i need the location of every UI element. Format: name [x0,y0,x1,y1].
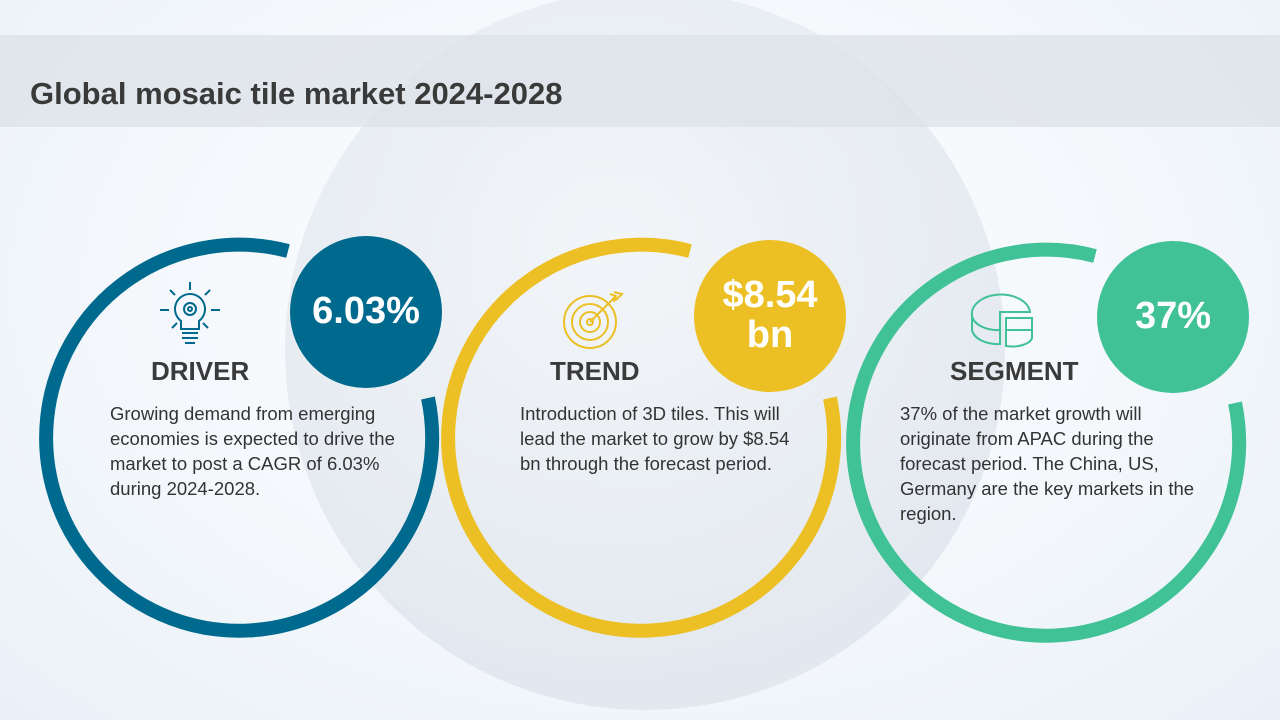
driver-ring [39,237,440,638]
trend-text: Introduction of 3D tiles. This will lead… [520,403,790,474]
lightbulb-gear-icon [160,282,220,344]
driver-heading: DRIVER [151,356,250,386]
target-arrow-icon [563,291,624,349]
driver-value-badge: 6.03% [290,236,442,388]
page-title: Global mosaic tile market 2024-2028 [30,76,563,111]
pie-chart-icon [970,293,1033,348]
segment-value-badge: 37% [1097,241,1249,393]
segment-heading: SEGMENT [950,356,1079,386]
segment-text: 37% of the market growth will originate … [900,403,1195,524]
trend-ring [441,237,842,638]
trend-value-badge: $8.54 bn [694,240,846,392]
segment-ring [846,242,1247,643]
title-bar [0,35,1280,127]
trend-heading: TREND [550,356,640,386]
driver-text: Growing demand from emerging economies i… [110,403,395,499]
